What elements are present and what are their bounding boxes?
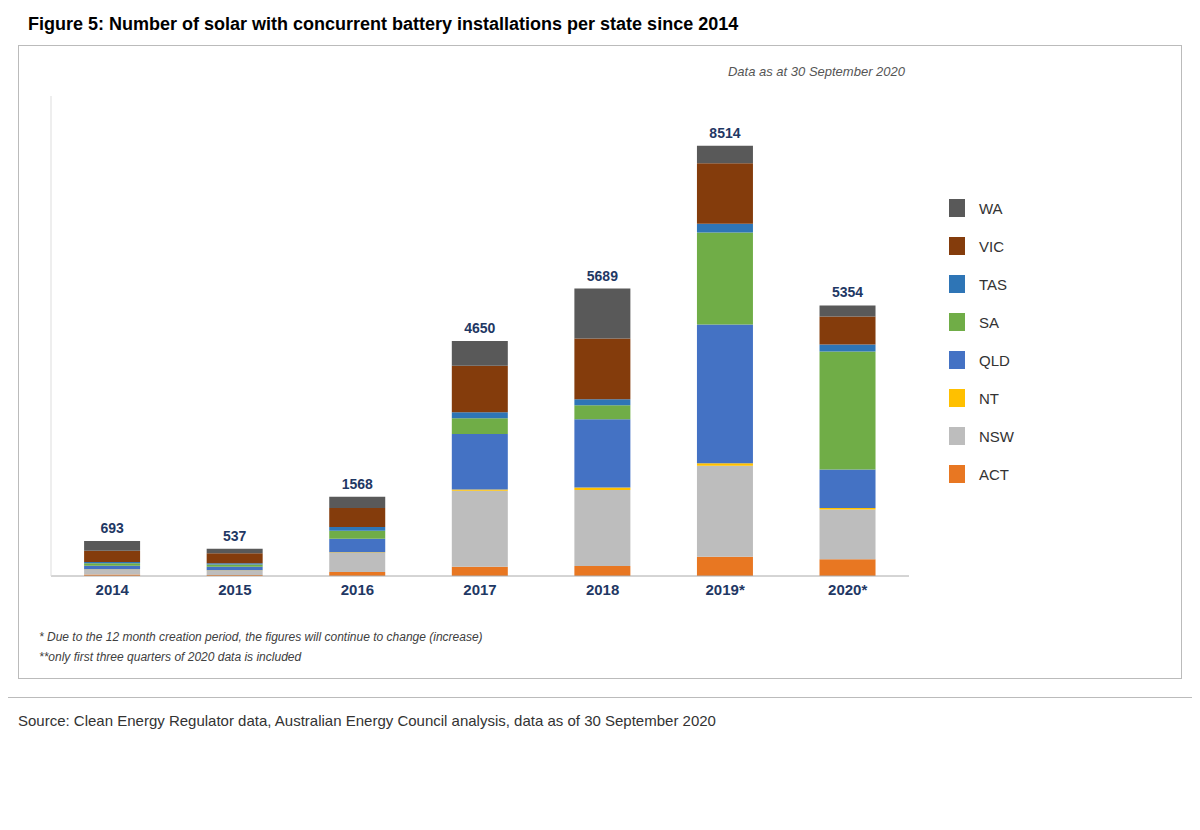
svg-text:537: 537 bbox=[223, 528, 247, 544]
html-text:Data as at 30 September 2020: Data as at 30 September 2020 bbox=[727, 64, 905, 79]
svg-text:693: 693 bbox=[100, 520, 124, 536]
svg-text:5354: 5354 bbox=[832, 284, 863, 300]
svg-text:2015: 2015 bbox=[218, 581, 251, 598]
html-text:TAS: TAS bbox=[979, 275, 1008, 293]
html-text:ACT: ACT bbox=[979, 465, 1009, 483]
svg-text:2019*: 2019* bbox=[706, 581, 745, 598]
html-text:**only first three quarters of: **only first three quarters of 2020 data… bbox=[39, 650, 302, 664]
svg-text:8514: 8514 bbox=[709, 125, 740, 141]
svg-text:5689: 5689 bbox=[587, 268, 618, 284]
html-text:Source: Clean Energy Regulator: Source: Clean Energy Regulator data, Aus… bbox=[18, 712, 716, 729]
svg-text:2014: 2014 bbox=[96, 581, 130, 598]
html-text:QLD: QLD bbox=[979, 351, 1010, 369]
svg-text:2018: 2018 bbox=[586, 581, 619, 598]
svg-text:1568: 1568 bbox=[342, 476, 373, 492]
svg-text:2020*: 2020* bbox=[828, 581, 867, 598]
html-text:NSW: NSW bbox=[979, 427, 1014, 445]
svg-text:4650: 4650 bbox=[464, 320, 495, 336]
svg-text:2016: 2016 bbox=[341, 581, 374, 598]
html-text:Figure 5: Number of solar with: Figure 5: Number of solar with concurren… bbox=[28, 14, 739, 34]
html-text:NT: NT bbox=[979, 389, 999, 407]
html-text:VIC: VIC bbox=[979, 237, 1004, 255]
html-text:SA: SA bbox=[979, 313, 999, 331]
svg-text:2017: 2017 bbox=[463, 581, 496, 598]
html-text:WA: WA bbox=[979, 199, 1003, 217]
html-text:* Due to the 12 month creation: * Due to the 12 month creation period, t… bbox=[39, 630, 483, 644]
